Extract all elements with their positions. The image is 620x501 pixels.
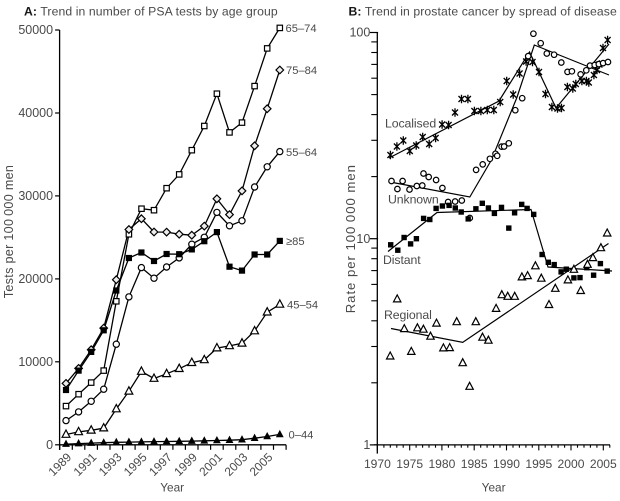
svg-text:10: 10 [356,232,370,246]
svg-text:1995: 1995 [525,457,552,471]
svg-text:40000: 40000 [18,106,53,120]
svg-text:Year: Year [160,480,184,494]
svg-text:55–64: 55–64 [286,147,317,159]
svg-text:1985: 1985 [461,457,488,471]
svg-text:10000: 10000 [18,355,53,369]
svg-text:2005: 2005 [590,457,617,471]
svg-text:0–44: 0–44 [289,430,314,442]
svg-text:≥85: ≥85 [286,236,305,248]
svg-text:30000: 30000 [18,189,53,203]
svg-text:Rate per 100 000 men: Rate per 100 000 men [343,164,358,313]
svg-text:2000: 2000 [558,457,585,471]
svg-text:0: 0 [46,438,53,452]
svg-text:50000: 50000 [18,23,53,37]
svg-text:1990: 1990 [493,457,520,471]
svg-text:100: 100 [349,26,370,40]
svg-text:Unknown: Unknown [388,193,439,207]
svg-text:Localised: Localised [385,117,436,131]
svg-text:20000: 20000 [18,272,53,286]
svg-text:1980: 1980 [428,457,455,471]
svg-text:B: Trend in prostate cancer by: B: Trend in prostate cancer by spread of… [349,5,617,19]
svg-text:Year: Year [482,480,506,494]
svg-text:A: Trend in number of PSA test: A: Trend in number of PSA tests by age g… [24,5,278,19]
svg-text:Distant: Distant [383,253,421,267]
svg-text:75–84: 75–84 [286,65,317,77]
svg-text:1970: 1970 [364,457,391,471]
svg-text:65–74: 65–74 [286,23,317,35]
svg-text:Tests per 100 000 men: Tests per 100 000 men [2,165,16,298]
svg-text:Regional: Regional [384,308,432,322]
svg-text:1975: 1975 [396,457,423,471]
svg-text:1: 1 [363,438,370,452]
svg-text:45–54: 45–54 [287,300,318,312]
